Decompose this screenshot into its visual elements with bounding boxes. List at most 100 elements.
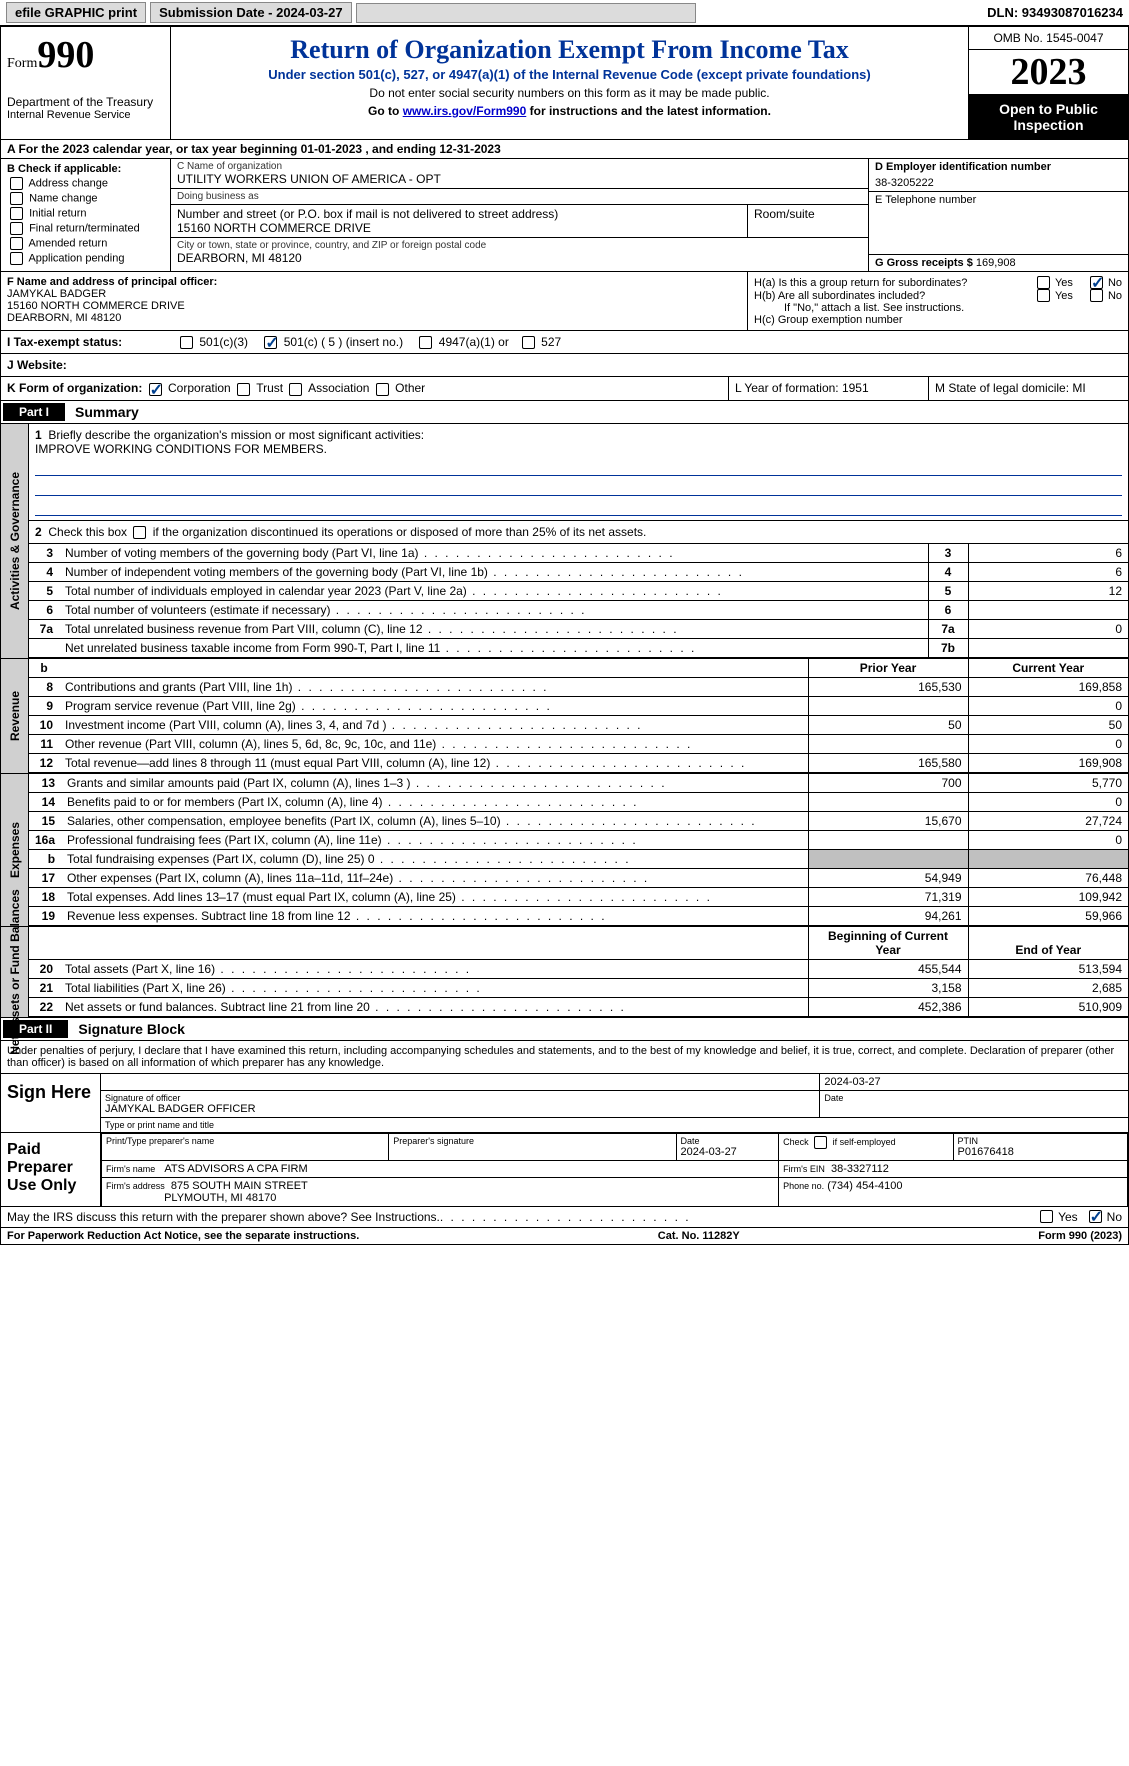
col-b-checkboxes: B Check if applicable: Address change Na… — [1, 159, 171, 271]
hdr-prior: Prior Year — [808, 659, 968, 678]
discuss-yes[interactable] — [1040, 1210, 1053, 1223]
table-row: 17Other expenses (Part IX, column (A), l… — [29, 868, 1128, 887]
subtitle-2: Do not enter social security numbers on … — [177, 86, 962, 100]
website-label: J Website: — [1, 354, 171, 376]
goto-pre: Go to — [368, 104, 403, 118]
chk-final-return[interactable] — [10, 222, 23, 235]
form-number: 990 — [37, 34, 94, 76]
table-expenses: 13Grants and similar amounts paid (Part … — [29, 774, 1128, 926]
tax-status-options: 501(c)(3) 501(c) ( 5 ) (insert no.) 4947… — [171, 331, 1128, 353]
hc-label: H(c) Group exemption number — [754, 314, 1122, 326]
sidelabel-revenue: Revenue — [1, 659, 29, 773]
ha-label: H(a) Is this a group return for subordin… — [754, 277, 1020, 289]
goto-post: for instructions and the latest informat… — [526, 104, 771, 118]
prep-date: 2024-03-27 — [681, 1146, 737, 1158]
net-header-row: Beginning of Current Year End of Year — [29, 927, 1128, 960]
table-row: Net unrelated business taxable income fr… — [29, 638, 1128, 657]
row-j-website: J Website: — [0, 354, 1129, 377]
table-row: 13Grants and similar amounts paid (Part … — [29, 774, 1128, 793]
chk-501c[interactable] — [264, 336, 277, 349]
hdr-beginning: Beginning of Current Year — [808, 927, 968, 960]
table-row: 3Number of voting members of the governi… — [29, 544, 1128, 563]
hb-yes[interactable] — [1037, 289, 1050, 302]
tax-year: 2023 — [969, 50, 1128, 95]
hdr-end: End of Year — [968, 927, 1128, 960]
row-f-h: F Name and address of principal officer:… — [0, 272, 1129, 331]
city-value: DEARBORN, MI 48120 — [177, 251, 862, 265]
part1-tag: Part I — [3, 403, 65, 421]
table-row: 11Other revenue (Part VIII, column (A), … — [29, 734, 1128, 753]
sidelabel-net: Net Assets or Fund Balances — [1, 927, 29, 1017]
dba-label: Doing business as — [177, 191, 862, 202]
sign-here-row: Sign Here 2024-03-27 Signature of office… — [1, 1073, 1128, 1132]
part1-title: Summary — [75, 404, 139, 420]
discuss-no[interactable] — [1089, 1210, 1102, 1223]
col-d-ein: D Employer identification number 38-3205… — [868, 159, 1128, 271]
table-row: 5Total number of individuals employed in… — [29, 581, 1128, 600]
irs-link[interactable]: www.irs.gov/Form990 — [403, 104, 527, 118]
firm-addr2: PLYMOUTH, MI 48170 — [164, 1192, 276, 1204]
table-row: 9Program service revenue (Part VIII, lin… — [29, 696, 1128, 715]
h-b: H(b) Are all subordinates included? Yes … — [754, 289, 1122, 302]
firm-ein-label: Firm's EIN — [783, 1164, 825, 1174]
col-c-org-info: C Name of organization UTILITY WORKERS U… — [171, 159, 868, 271]
table-row: 16aProfessional fundraising fees (Part I… — [29, 830, 1128, 849]
discuss-text: May the IRS discuss this return with the… — [7, 1210, 440, 1224]
cell-dba: Doing business as — [171, 189, 868, 205]
cell-ein: D Employer identification number 38-3205… — [869, 159, 1128, 192]
ha-no[interactable] — [1090, 276, 1103, 289]
chk-527[interactable] — [522, 336, 535, 349]
chk-amended[interactable] — [10, 237, 23, 250]
chk-name-change[interactable] — [10, 192, 23, 205]
table-row: 14Benefits paid to or for members (Part … — [29, 792, 1128, 811]
ein-value: 38-3205222 — [875, 177, 1122, 189]
table-row: 15Salaries, other compensation, employee… — [29, 811, 1128, 830]
chk-other[interactable] — [376, 383, 389, 396]
table-row: 4Number of independent voting members of… — [29, 562, 1128, 581]
l-year-formation: L Year of formation: 1951 — [728, 377, 928, 399]
chk-trust[interactable] — [237, 383, 250, 396]
table-row: 10Investment income (Part VIII, column (… — [29, 715, 1128, 734]
phone-label: Phone no. — [783, 1181, 824, 1191]
submission-date: Submission Date - 2024-03-27 — [150, 2, 352, 23]
efile-button[interactable]: efile GRAPHIC print — [6, 2, 146, 23]
row-a-tax-year: A For the 2023 calendar year, or tax yea… — [0, 140, 1129, 159]
prep-name-label: Print/Type preparer's name — [106, 1136, 384, 1146]
hb-no[interactable] — [1090, 289, 1103, 302]
chk-discontinued[interactable] — [133, 526, 146, 539]
table-row: 18Total expenses. Add lines 13–17 (must … — [29, 887, 1128, 906]
chk-address-change[interactable] — [10, 177, 23, 190]
h-a: H(a) Is this a group return for subordin… — [754, 276, 1122, 289]
k-label: K Form of organization: — [7, 381, 142, 395]
paid-preparer-label: Paid Preparer Use Only — [1, 1133, 101, 1206]
org-name-label: C Name of organization — [177, 161, 862, 172]
q1-text: Briefly describe the organization's miss… — [48, 428, 424, 442]
street-value: 15160 NORTH COMMERCE DRIVE — [177, 221, 741, 235]
form-header: Form990 Department of the Treasury Inter… — [0, 26, 1129, 140]
street-label: Number and street (or P.O. box if mail i… — [177, 207, 741, 221]
chk-initial-return[interactable] — [10, 207, 23, 220]
chk-corporation[interactable] — [149, 383, 162, 396]
chk-app-pending[interactable] — [10, 252, 23, 265]
form-page-label: Form 990 (2023) — [1038, 1230, 1122, 1242]
page-footer: For Paperwork Reduction Act Notice, see … — [0, 1228, 1129, 1245]
chk-501c3[interactable] — [180, 336, 193, 349]
table-row: bTotal fundraising expenses (Part IX, co… — [29, 849, 1128, 868]
chk-4947[interactable] — [419, 336, 432, 349]
open-inspection: Open to Public Inspection — [969, 95, 1128, 139]
cell-city: City or town, state or province, country… — [171, 238, 868, 267]
cell-org-name: C Name of organization UTILITY WORKERS U… — [171, 159, 868, 189]
ein-label: D Employer identification number — [875, 161, 1122, 173]
gross-value: 169,908 — [976, 257, 1016, 269]
section-expenses: Expenses 13Grants and similar amounts pa… — [0, 774, 1129, 927]
q2-block: 2 Check this box if the organization dis… — [29, 521, 1128, 544]
phone-value: (734) 454-4100 — [827, 1180, 902, 1192]
q1-block: 1 Briefly describe the organization's mi… — [29, 424, 1128, 521]
table-row: 12Total revenue—add lines 8 through 11 (… — [29, 753, 1128, 772]
part2-header: Part II Signature Block — [0, 1018, 1129, 1041]
chk-self-employed[interactable] — [814, 1136, 827, 1149]
ha-yes[interactable] — [1037, 276, 1050, 289]
chk-association[interactable] — [289, 383, 302, 396]
tel-label: E Telephone number — [875, 194, 1122, 206]
header-right: OMB No. 1545-0047 2023 Open to Public In… — [968, 27, 1128, 139]
